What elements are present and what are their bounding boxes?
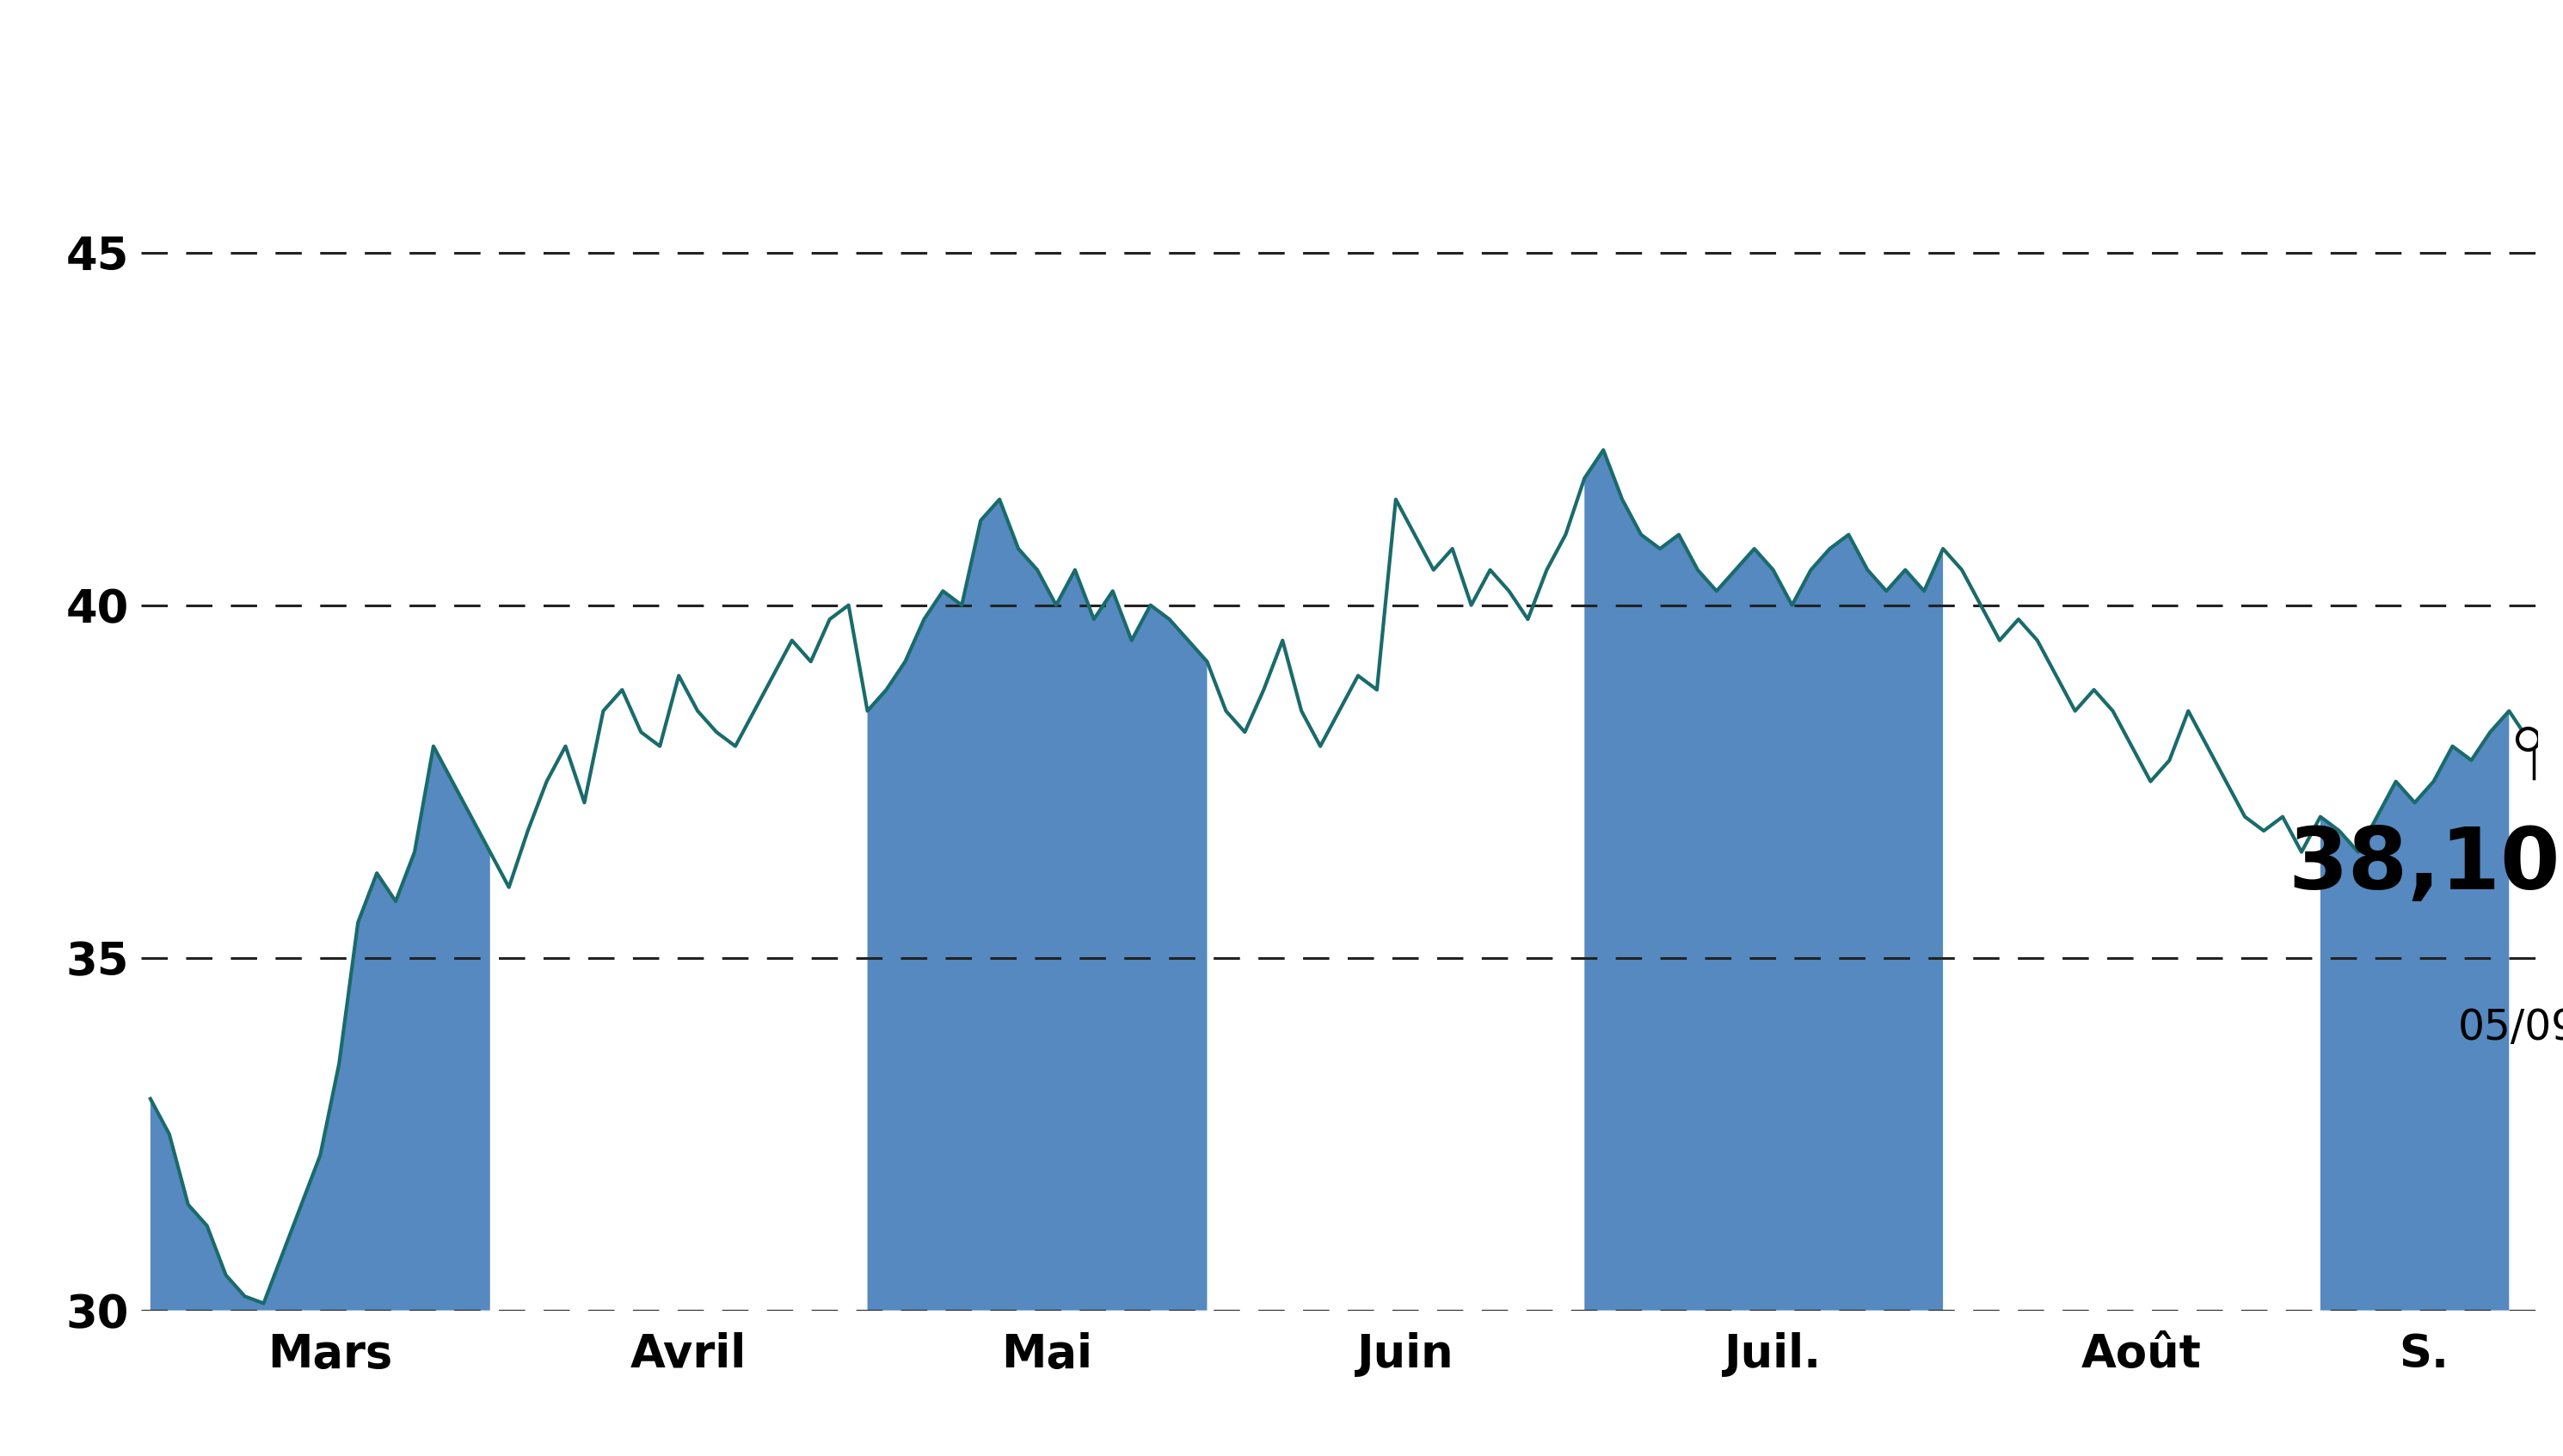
- Text: 38,10: 38,10: [2289, 824, 2560, 907]
- Text: 05/09: 05/09: [2458, 1008, 2563, 1048]
- Text: Init Innovation in Traffic Systems SE: Init Innovation in Traffic Systems SE: [328, 31, 2235, 122]
